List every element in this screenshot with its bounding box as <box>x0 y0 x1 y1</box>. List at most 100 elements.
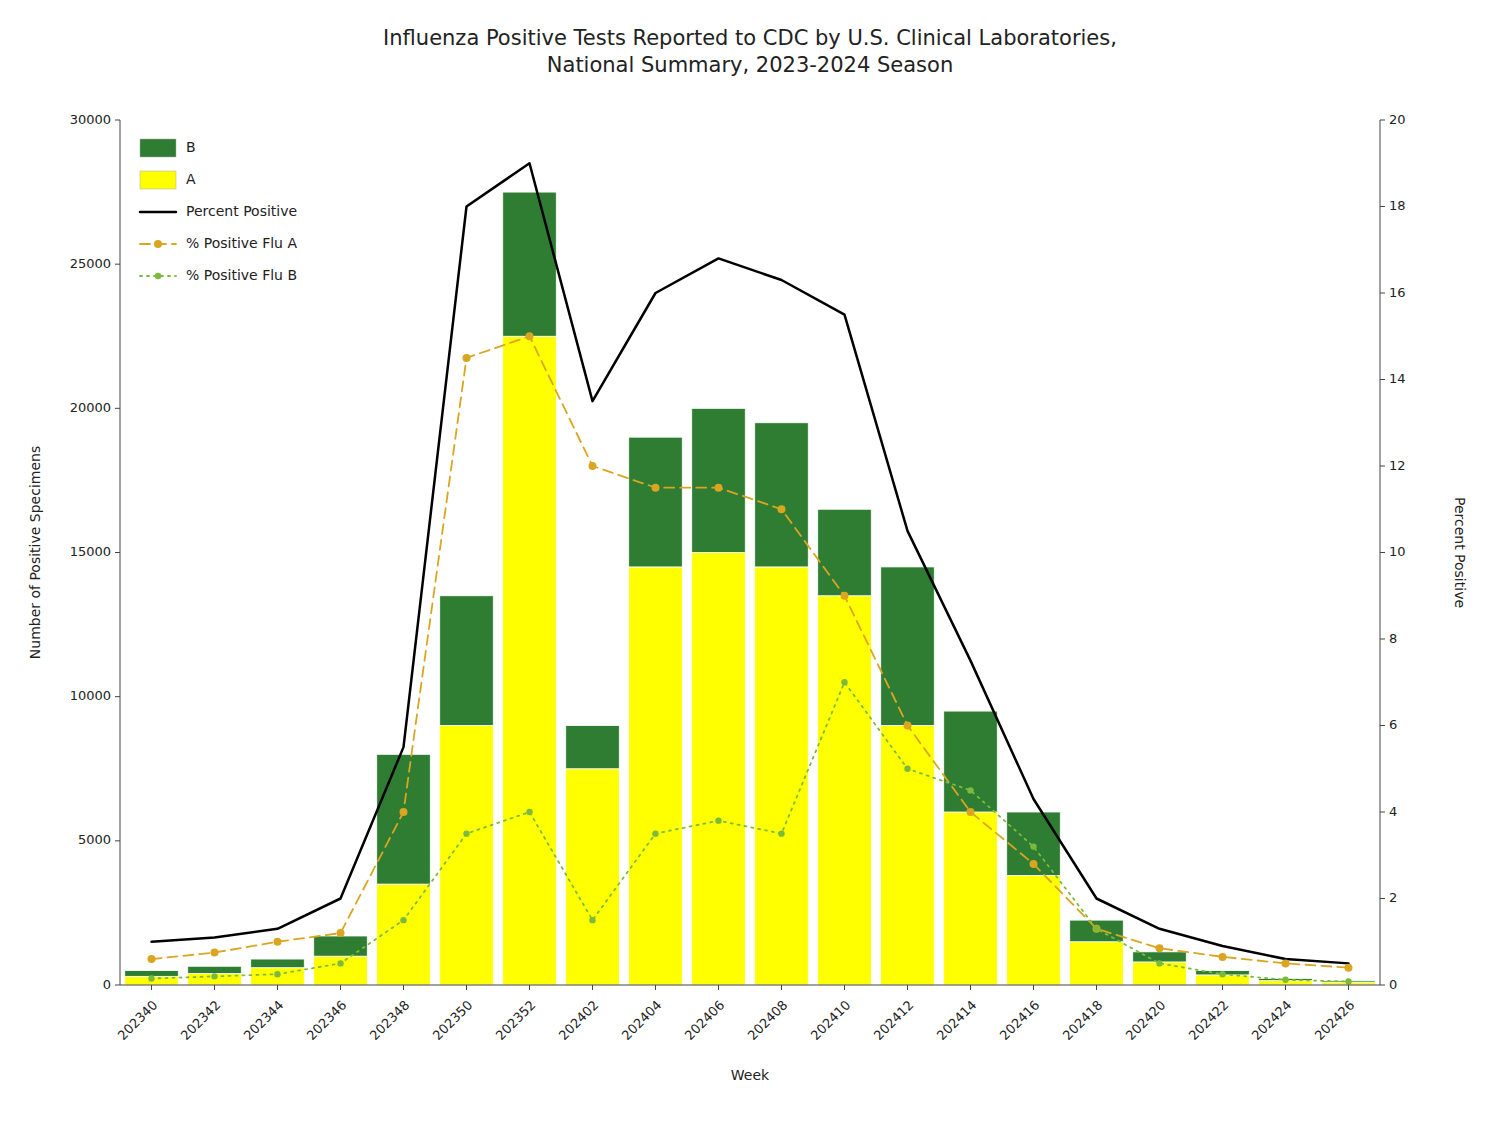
x-tick-label: 202408 <box>745 997 791 1043</box>
y2-tick <box>1380 725 1385 726</box>
bar <box>188 966 242 973</box>
y-tick <box>115 840 120 841</box>
y2-tick <box>1380 639 1385 640</box>
bar <box>944 812 998 985</box>
x-tick-label: 202420 <box>1123 997 1169 1043</box>
y2-tick <box>1380 985 1385 986</box>
y-tick <box>115 696 120 697</box>
x-tick <box>1222 985 1223 990</box>
bar <box>881 567 935 726</box>
x-tick-label: 202344 <box>241 997 287 1043</box>
bar <box>377 754 431 884</box>
y2-tick <box>1380 898 1385 899</box>
y2-axis-label: Percent Positive <box>1452 497 1468 608</box>
marker <box>274 938 282 946</box>
bar <box>566 769 620 985</box>
title: Influenza Positive Tests Reported to CDC… <box>383 26 1117 77</box>
marker <box>148 955 156 963</box>
marker <box>778 830 784 836</box>
x-tick <box>529 985 530 990</box>
bar <box>314 956 368 985</box>
y2-tick <box>1380 120 1385 121</box>
x-tick-label: 202406 <box>682 997 728 1043</box>
y2-tick-label: 16 <box>1389 285 1406 300</box>
marker <box>967 808 975 816</box>
x-tick-label: 202424 <box>1249 997 1295 1043</box>
marker <box>715 484 723 492</box>
marker <box>400 808 408 816</box>
marker <box>904 766 910 772</box>
bar <box>440 726 494 986</box>
bar <box>188 973 242 985</box>
marker <box>1030 843 1036 849</box>
bar <box>1007 812 1061 875</box>
marker <box>211 973 217 979</box>
bar <box>755 423 809 567</box>
x-tick <box>466 985 467 990</box>
bar <box>440 596 494 726</box>
legend-marker <box>155 273 161 279</box>
y-tick <box>115 985 120 986</box>
bar <box>629 437 683 567</box>
bar <box>881 726 935 986</box>
x-tick-label: 202422 <box>1186 997 1232 1043</box>
x-tick <box>277 985 278 990</box>
bar <box>1007 875 1061 985</box>
marker <box>1093 926 1099 932</box>
marker <box>1345 978 1351 984</box>
y2-tick-label: 18 <box>1389 198 1406 213</box>
marker <box>463 354 471 362</box>
y2-tick <box>1380 552 1385 553</box>
bar <box>818 596 872 985</box>
x-tick <box>655 985 656 990</box>
x-tick <box>907 985 908 990</box>
y2-tick-label: 20 <box>1389 112 1406 127</box>
x-tick-label: 202352 <box>493 997 539 1043</box>
y2-tick-label: 10 <box>1389 544 1406 559</box>
bar <box>566 726 620 769</box>
x-axis-label: Week <box>731 1067 770 1083</box>
bar <box>944 711 998 812</box>
bar <box>377 884 431 985</box>
x-tick-label: 202416 <box>997 997 1043 1043</box>
marker <box>967 787 973 793</box>
marker <box>1219 953 1227 961</box>
marker <box>778 505 786 513</box>
marker <box>274 971 280 977</box>
y-tick-label: 15000 <box>70 544 111 559</box>
y2-tick <box>1380 379 1385 380</box>
y2-tick-label: 6 <box>1389 717 1397 732</box>
y2-tick <box>1380 293 1385 294</box>
legend-label: B <box>186 139 196 155</box>
legend-label: % Positive Flu B <box>186 267 297 283</box>
bar <box>755 567 809 985</box>
x-tick <box>718 985 719 990</box>
y-tick <box>115 552 120 553</box>
x-tick <box>151 985 152 990</box>
legend-label: % Positive Flu A <box>186 235 297 251</box>
bar <box>692 553 746 986</box>
x-tick <box>592 985 593 990</box>
x-tick-label: 202350 <box>430 997 476 1043</box>
plot-area <box>125 163 1376 985</box>
marker <box>337 960 343 966</box>
x-tick <box>1348 985 1349 990</box>
bar <box>251 968 305 985</box>
x-tick <box>1285 985 1286 990</box>
marker <box>526 809 532 815</box>
marker <box>1156 960 1162 966</box>
bar <box>503 336 557 985</box>
y-tick-label: 5000 <box>78 832 111 847</box>
bar <box>818 509 872 596</box>
legend-label: A <box>186 171 196 187</box>
legend-swatch <box>140 139 176 157</box>
y-tick-label: 25000 <box>70 256 111 271</box>
bar <box>1070 942 1124 985</box>
marker <box>589 462 597 470</box>
legend-swatch <box>140 211 176 214</box>
marker <box>211 949 219 957</box>
y-axis-label: Number of Positive Specimens <box>27 446 43 659</box>
bar <box>692 408 746 552</box>
y-tick-label: 10000 <box>70 688 111 703</box>
y2-tick <box>1380 206 1385 207</box>
